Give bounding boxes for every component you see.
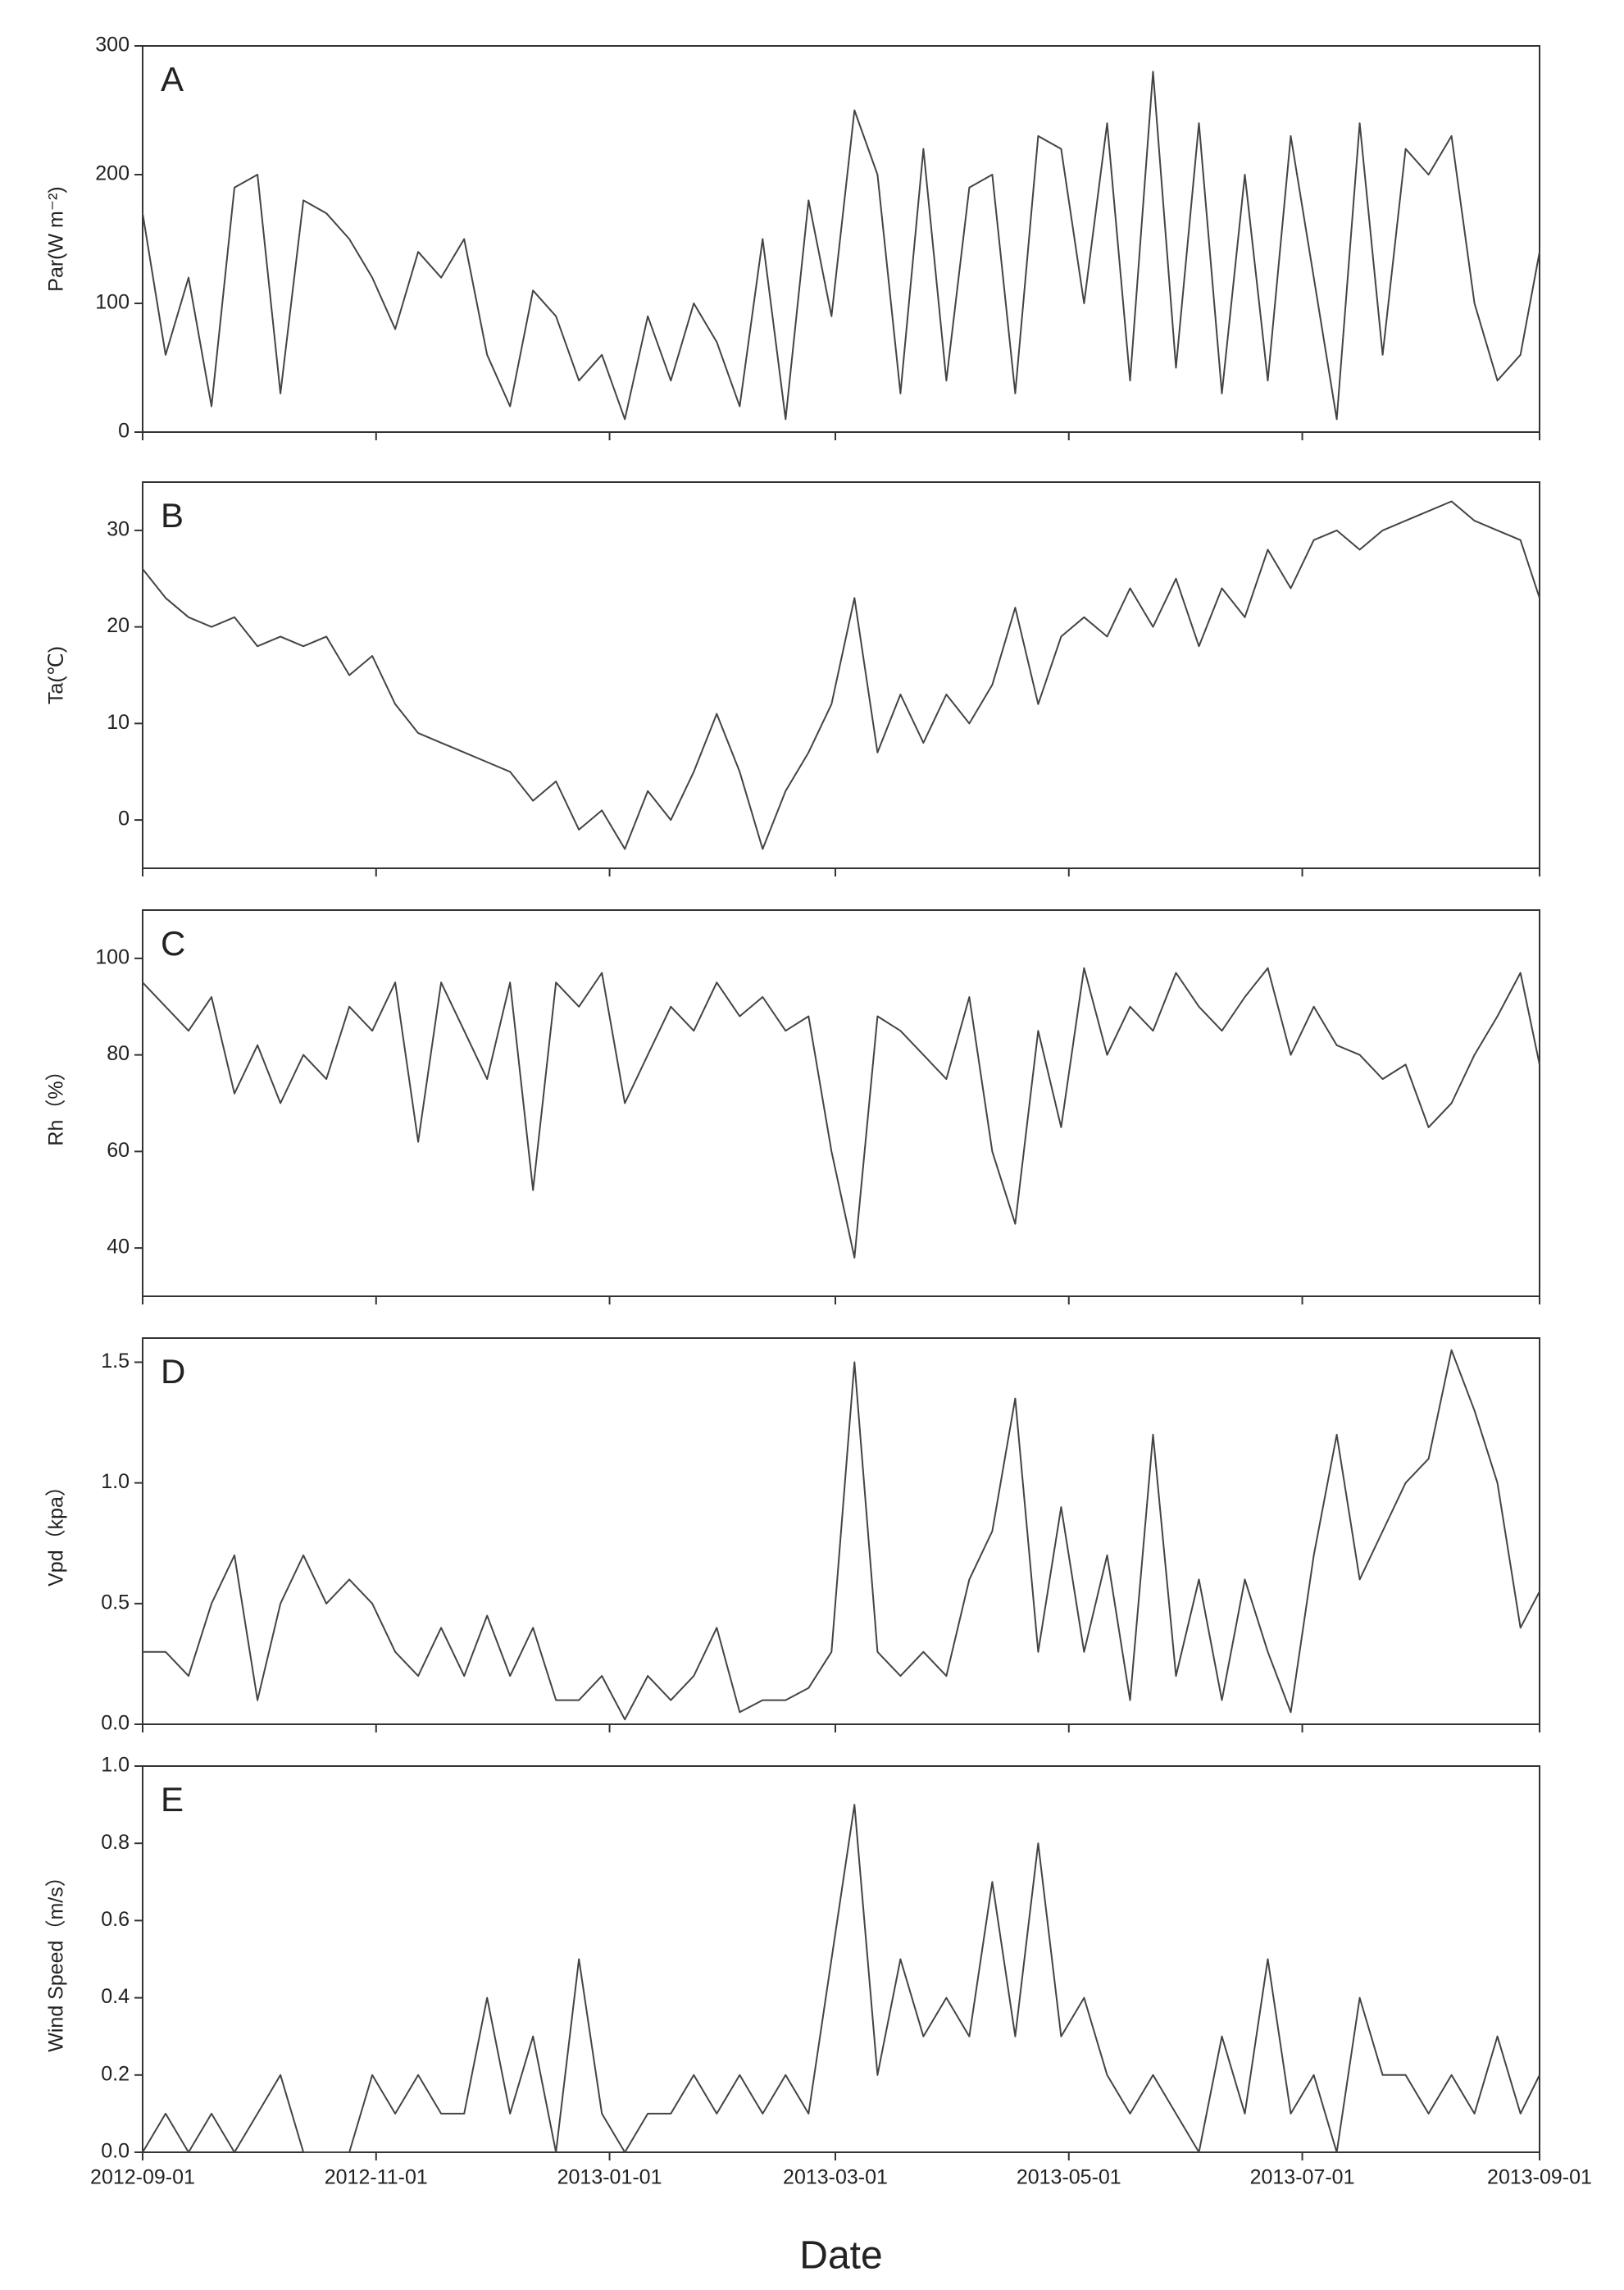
plot-frame [142, 1765, 1540, 2153]
panel-label: C [161, 924, 185, 963]
y-axis-label: Ta(℃) [45, 646, 68, 704]
plot-frame [142, 1337, 1540, 1725]
data-line [143, 1349, 1540, 1721]
y-tick-label: 1.5 [101, 1350, 130, 1373]
y-tick-label: 300 [95, 34, 130, 57]
x-tick-label: 2013-09-01 [1487, 2166, 1592, 2189]
data-line [142, 71, 1540, 421]
panel-label: E [161, 1780, 184, 1819]
panel-label: A [161, 60, 184, 98]
data-line [142, 1804, 1540, 2153]
y-tick-label: 1.0 [101, 1470, 130, 1493]
y-tick-label: 0.5 [101, 1591, 130, 1614]
y-tick-label: 100 [95, 945, 130, 968]
y-tick-label: 60 [107, 1139, 130, 1162]
y-tick-label: 10 [107, 711, 130, 734]
y-axis-label: Vpd（kpa） [45, 1476, 68, 1587]
panel-label: B [161, 496, 184, 535]
panel-label: D [161, 1352, 185, 1391]
plot-frame [142, 909, 1540, 1297]
y-tick-label: 200 [95, 162, 130, 185]
y-tick-label: 0.8 [101, 1831, 130, 1854]
x-axis-label: Date [799, 2234, 882, 2278]
x-tick-label: 2013-03-01 [783, 2166, 888, 2189]
y-tick-label: 0.0 [101, 2140, 130, 2163]
data-line [142, 500, 1540, 850]
x-tick-label: 2013-07-01 [1250, 2166, 1355, 2189]
plot-frame [142, 481, 1540, 869]
y-tick-label: 80 [107, 1042, 130, 1065]
data-line [142, 967, 1540, 1259]
y-tick-label: 30 [107, 517, 130, 540]
y-tick-label: 0.4 [101, 1985, 130, 2008]
y-tick-label: 0 [118, 420, 130, 443]
x-tick-label: 2013-01-01 [557, 2166, 662, 2189]
y-axis-label: Rh（%） [45, 1060, 68, 1145]
y-tick-label: 0 [118, 808, 130, 831]
x-tick-label: 2012-09-01 [90, 2166, 195, 2189]
y-tick-label: 100 [95, 291, 130, 314]
plot-frame [142, 45, 1540, 433]
x-tick-label: 2012-11-01 [325, 2166, 428, 2189]
y-tick-label: 0.0 [101, 1712, 130, 1735]
y-axis-label: Par(W m⁻²) [45, 186, 68, 291]
x-tick-label: 2013-05-01 [1017, 2166, 1121, 2189]
y-tick-label: 0.2 [101, 2062, 130, 2085]
y-tick-label: 1.0 [101, 1754, 130, 1777]
y-axis-label: Wind Speed（m/s） [45, 1866, 68, 2051]
y-tick-label: 0.6 [101, 1908, 130, 1931]
y-tick-label: 20 [107, 614, 130, 637]
y-tick-label: 40 [107, 1236, 130, 1259]
